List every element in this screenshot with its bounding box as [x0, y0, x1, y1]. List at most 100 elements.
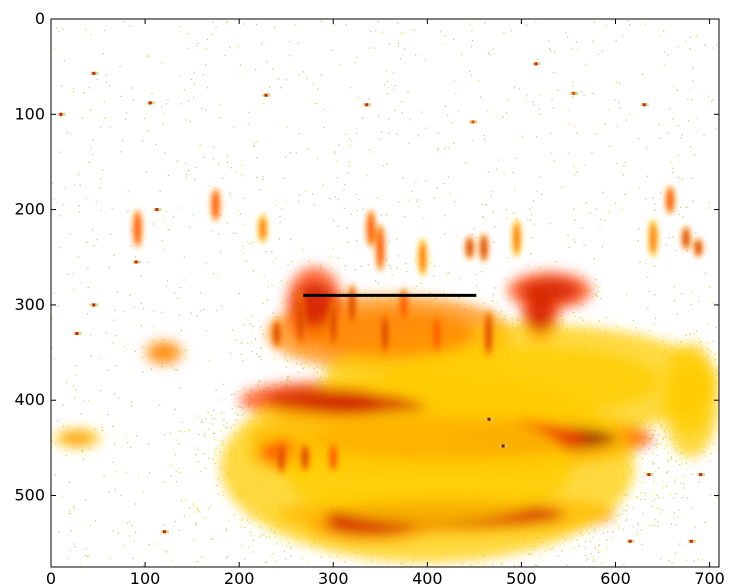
noise-dot [533, 200, 535, 202]
noise-dot [673, 85, 675, 87]
speckle-dot [656, 446, 658, 448]
speckle-dot [382, 575, 383, 576]
speckle-dot [345, 284, 347, 287]
speckle-dot [301, 363, 303, 365]
noise-dot [667, 54, 669, 56]
noise-dot [692, 200, 694, 202]
noise-dot [676, 89, 678, 92]
noise-dot [465, 162, 467, 164]
noise-dot [272, 312, 274, 314]
speckle-dot [429, 292, 431, 294]
noise-dot [69, 233, 71, 235]
speckle-dot [592, 557, 594, 559]
noise-dot [403, 565, 405, 567]
speckle-dot [722, 384, 723, 385]
noise-dot [275, 560, 277, 563]
noise-dot [164, 434, 166, 436]
speckle-dot [484, 564, 486, 566]
noise-dot [129, 446, 132, 449]
speckle-dot [651, 461, 653, 463]
noise-dot [242, 359, 244, 361]
speckle-dot [726, 386, 727, 387]
speckle-dot [258, 356, 260, 358]
speckle-dot [243, 324, 246, 326]
noise-dot [73, 273, 75, 275]
noise-dot [226, 222, 228, 224]
noise-dot [659, 192, 662, 194]
noise-dot [152, 223, 154, 225]
noise-dot [697, 559, 700, 561]
speckle-dot [286, 376, 289, 378]
speckle-dot [561, 321, 564, 323]
speckle-dot [725, 343, 726, 344]
noise-dot [691, 292, 694, 294]
noise-dot [691, 177, 694, 179]
noise-dot [286, 126, 288, 128]
noise-dot [386, 93, 388, 95]
noise-dot [161, 240, 163, 242]
noise-dot [712, 99, 714, 101]
speckle-dot [597, 291, 600, 293]
noise-dot [689, 146, 692, 148]
noise-dot [436, 149, 439, 151]
noise-dot [503, 32, 505, 34]
speckle-dot [724, 359, 725, 360]
y-tick-label: 300 [14, 295, 45, 314]
noise-dot [275, 258, 277, 260]
noise-dot [685, 334, 687, 336]
noise-dot [638, 187, 640, 189]
noise-dot [406, 270, 408, 273]
noise-dot [453, 80, 455, 82]
speckle-dot [503, 315, 506, 317]
speckle-dot [661, 427, 663, 430]
noise-dot [82, 400, 85, 403]
speckle-dot [287, 360, 289, 362]
noise-dot [271, 284, 273, 287]
plot-frame [50, 18, 720, 568]
speckle-dot [605, 316, 608, 319]
noise-dot [87, 555, 89, 557]
noise-dot [93, 245, 95, 247]
speckle-dot [693, 332, 696, 334]
speckle-dot [409, 565, 411, 567]
noise-dot [377, 20, 379, 23]
noise-dot [253, 142, 255, 144]
noise-dot [533, 104, 535, 106]
noise-dot [654, 203, 656, 205]
speckle-dot [516, 319, 519, 322]
noise-dot [680, 137, 682, 139]
noise-dot [70, 512, 72, 515]
speckle-dot [681, 463, 683, 465]
noise-dot [625, 119, 628, 121]
noise-dot [388, 43, 391, 45]
noise-dot [58, 531, 60, 533]
speckle-dot [214, 462, 216, 465]
speckle-dot [725, 383, 726, 384]
noise-dot [591, 152, 593, 154]
noise-dot [579, 317, 582, 319]
noise-dot [660, 35, 662, 37]
noise-dot [641, 482, 643, 484]
noise-dot [589, 540, 591, 542]
noise-dot [707, 95, 709, 97]
speckle-dot [492, 564, 494, 566]
noise-dot [708, 207, 711, 209]
noise-dot [368, 149, 371, 151]
noise-dot [349, 138, 351, 140]
speckle-dot [400, 563, 402, 565]
speckle-dot [228, 519, 230, 522]
noise-dot [298, 132, 300, 135]
speckle-dot [617, 515, 619, 517]
speckle-dot [671, 457, 673, 459]
noise-dot [583, 94, 585, 97]
speckle-dot [666, 471, 668, 474]
noise-dot [59, 116, 62, 118]
noise-dot [62, 404, 64, 406]
noise-dot [214, 432, 216, 435]
noise-dot [505, 112, 507, 114]
speckle-dot [89, 447, 91, 450]
noise-dot [396, 238, 398, 240]
noise-dot [244, 558, 246, 560]
speckle-dot [285, 544, 288, 547]
